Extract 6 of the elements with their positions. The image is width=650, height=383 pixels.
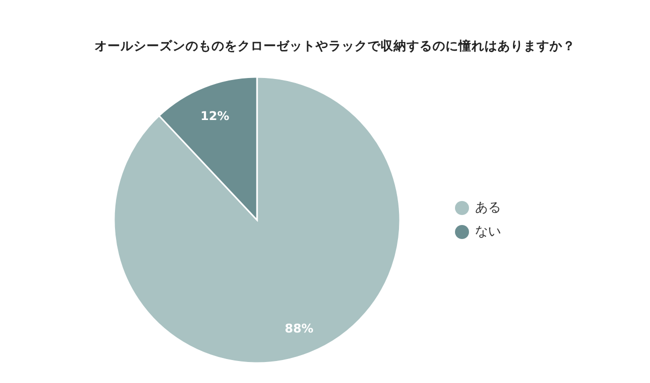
data-label: 88% [284, 322, 314, 336]
pie-slice [113, 76, 401, 364]
legend-label: ある [475, 200, 501, 216]
data-label: 12% [200, 108, 230, 123]
chart-title: オールシーズンのものをクローゼットやラックで収納するのに憧れはありますか？ [94, 38, 576, 53]
legend-label: ない [475, 224, 501, 240]
